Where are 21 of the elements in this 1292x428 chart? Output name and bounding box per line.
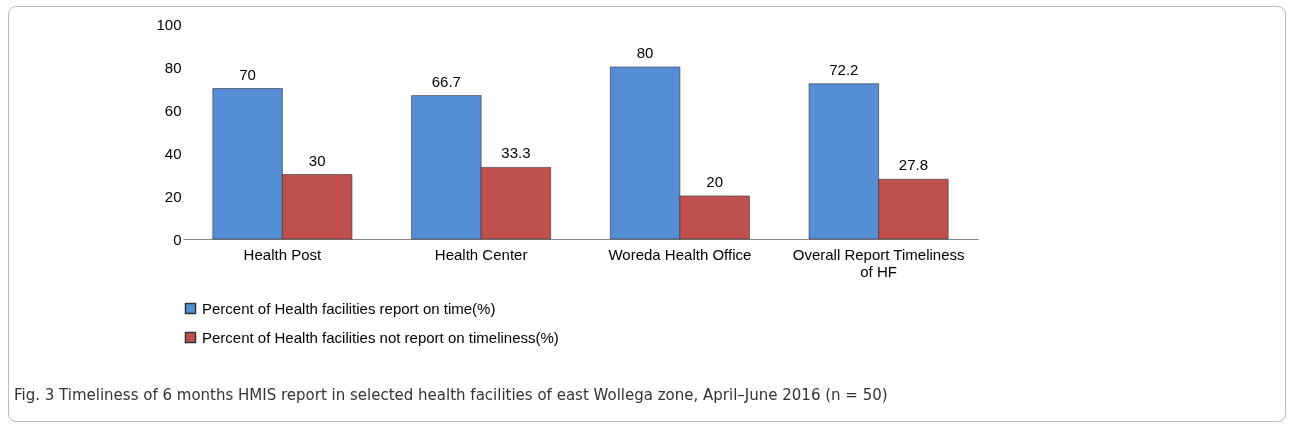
y-tick-label: 80 xyxy=(164,58,182,76)
data-label: 33.3 xyxy=(501,144,531,162)
y-tick-label: 20 xyxy=(164,187,182,205)
legend-label: Percent of Health facilities not report on timeliness(%) xyxy=(202,328,559,346)
legend-label: Percent of Health facilities report on time(%) xyxy=(202,299,496,317)
data-label: 80 xyxy=(636,44,654,61)
x-tick-label: Overall Report Timeliness of HF xyxy=(792,245,965,280)
y-tick-label: 40 xyxy=(164,144,182,162)
data-label: 70 xyxy=(239,65,256,83)
data-label: 27.8 xyxy=(898,156,929,174)
x-tick-label: Health Center xyxy=(434,245,528,263)
caption: Fig. 3 Timeliness of 6 months HMIS report in selected health facilities of east Wollega zone, April–June 2016 (n = 50) xyxy=(14,386,888,404)
data-label: 66.7 xyxy=(431,72,461,90)
y-tick-label: 60 xyxy=(164,101,182,119)
y-tick-label: 100 xyxy=(156,15,182,33)
x-tick-label: Health Post xyxy=(243,245,322,263)
y-tick-label: 0 xyxy=(173,230,182,248)
data-label: 72.2 xyxy=(829,60,859,78)
x-tick-label: Woreda Health Office xyxy=(608,245,752,263)
data-label: 30 xyxy=(308,151,326,169)
data-label: 20 xyxy=(706,173,723,190)
